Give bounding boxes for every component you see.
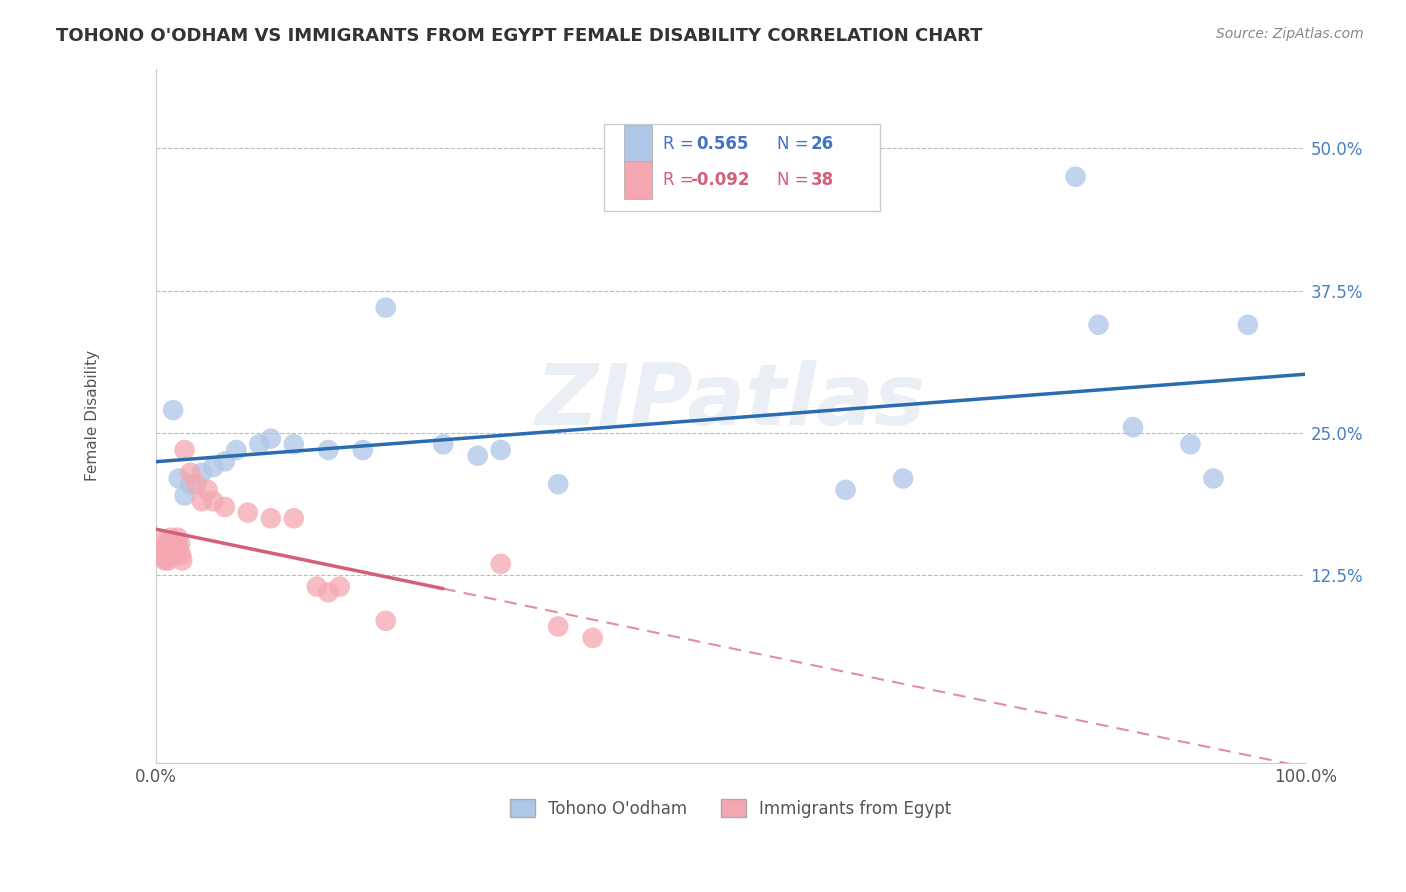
FancyBboxPatch shape	[624, 125, 652, 162]
Point	[159, 542, 181, 557]
Point	[173, 442, 195, 457]
Point	[260, 432, 283, 446]
Point	[547, 619, 569, 633]
Point	[172, 553, 194, 567]
Point	[162, 536, 184, 550]
Text: Source: ZipAtlas.com: Source: ZipAtlas.com	[1216, 27, 1364, 41]
Point	[352, 442, 374, 457]
Point	[202, 460, 225, 475]
Point	[167, 542, 190, 557]
Y-axis label: Female Disability: Female Disability	[86, 351, 100, 482]
Point	[153, 551, 176, 566]
Point	[197, 483, 219, 497]
Point	[179, 477, 201, 491]
Point	[153, 542, 176, 557]
Point	[165, 548, 187, 562]
Point	[191, 466, 214, 480]
Point	[236, 506, 259, 520]
Point	[283, 437, 305, 451]
Point	[225, 442, 247, 457]
Point	[191, 494, 214, 508]
Point	[162, 403, 184, 417]
Text: 26: 26	[811, 135, 834, 153]
Point	[202, 494, 225, 508]
Point	[432, 437, 454, 451]
Point	[214, 500, 236, 514]
Point	[170, 548, 193, 562]
Text: N =: N =	[776, 135, 814, 153]
Point	[1087, 318, 1109, 332]
Point	[329, 580, 352, 594]
Point	[150, 545, 173, 559]
Point	[305, 580, 328, 594]
Point	[1122, 420, 1144, 434]
FancyBboxPatch shape	[605, 124, 880, 211]
Point	[834, 483, 856, 497]
Point	[214, 454, 236, 468]
Point	[160, 548, 183, 562]
Point	[166, 531, 188, 545]
Point	[316, 585, 339, 599]
Point	[1064, 169, 1087, 184]
Point	[247, 437, 270, 451]
Point	[374, 301, 396, 315]
Point	[159, 531, 181, 545]
Point	[891, 471, 914, 485]
Point	[166, 536, 188, 550]
Point	[489, 557, 512, 571]
Text: 38: 38	[811, 171, 834, 189]
Point	[1237, 318, 1260, 332]
Point	[156, 536, 179, 550]
Point	[155, 548, 177, 562]
Text: TOHONO O'ODHAM VS IMMIGRANTS FROM EGYPT FEMALE DISABILITY CORRELATION CHART: TOHONO O'ODHAM VS IMMIGRANTS FROM EGYPT …	[56, 27, 983, 45]
Point	[489, 442, 512, 457]
Point	[167, 471, 190, 485]
Point	[316, 442, 339, 457]
Text: -0.092: -0.092	[690, 171, 749, 189]
Text: R =: R =	[662, 171, 693, 189]
Point	[260, 511, 283, 525]
Point	[374, 614, 396, 628]
FancyBboxPatch shape	[624, 161, 652, 200]
Point	[150, 540, 173, 554]
Point	[547, 477, 569, 491]
Point	[467, 449, 489, 463]
Point	[582, 631, 605, 645]
Point	[152, 534, 174, 549]
Point	[1180, 437, 1202, 451]
Text: N =: N =	[776, 171, 814, 189]
Point	[157, 553, 180, 567]
Point	[163, 542, 186, 557]
Point	[283, 511, 305, 525]
Text: R =: R =	[662, 135, 699, 153]
Point	[169, 536, 191, 550]
Point	[153, 553, 176, 567]
Text: ZIPatlas: ZIPatlas	[536, 360, 925, 443]
Point	[179, 466, 201, 480]
Text: 0.565: 0.565	[696, 135, 748, 153]
Legend: Tohono O'odham, Immigrants from Egypt: Tohono O'odham, Immigrants from Egypt	[503, 793, 957, 824]
Point	[1202, 471, 1225, 485]
Point	[173, 489, 195, 503]
Point	[184, 477, 207, 491]
